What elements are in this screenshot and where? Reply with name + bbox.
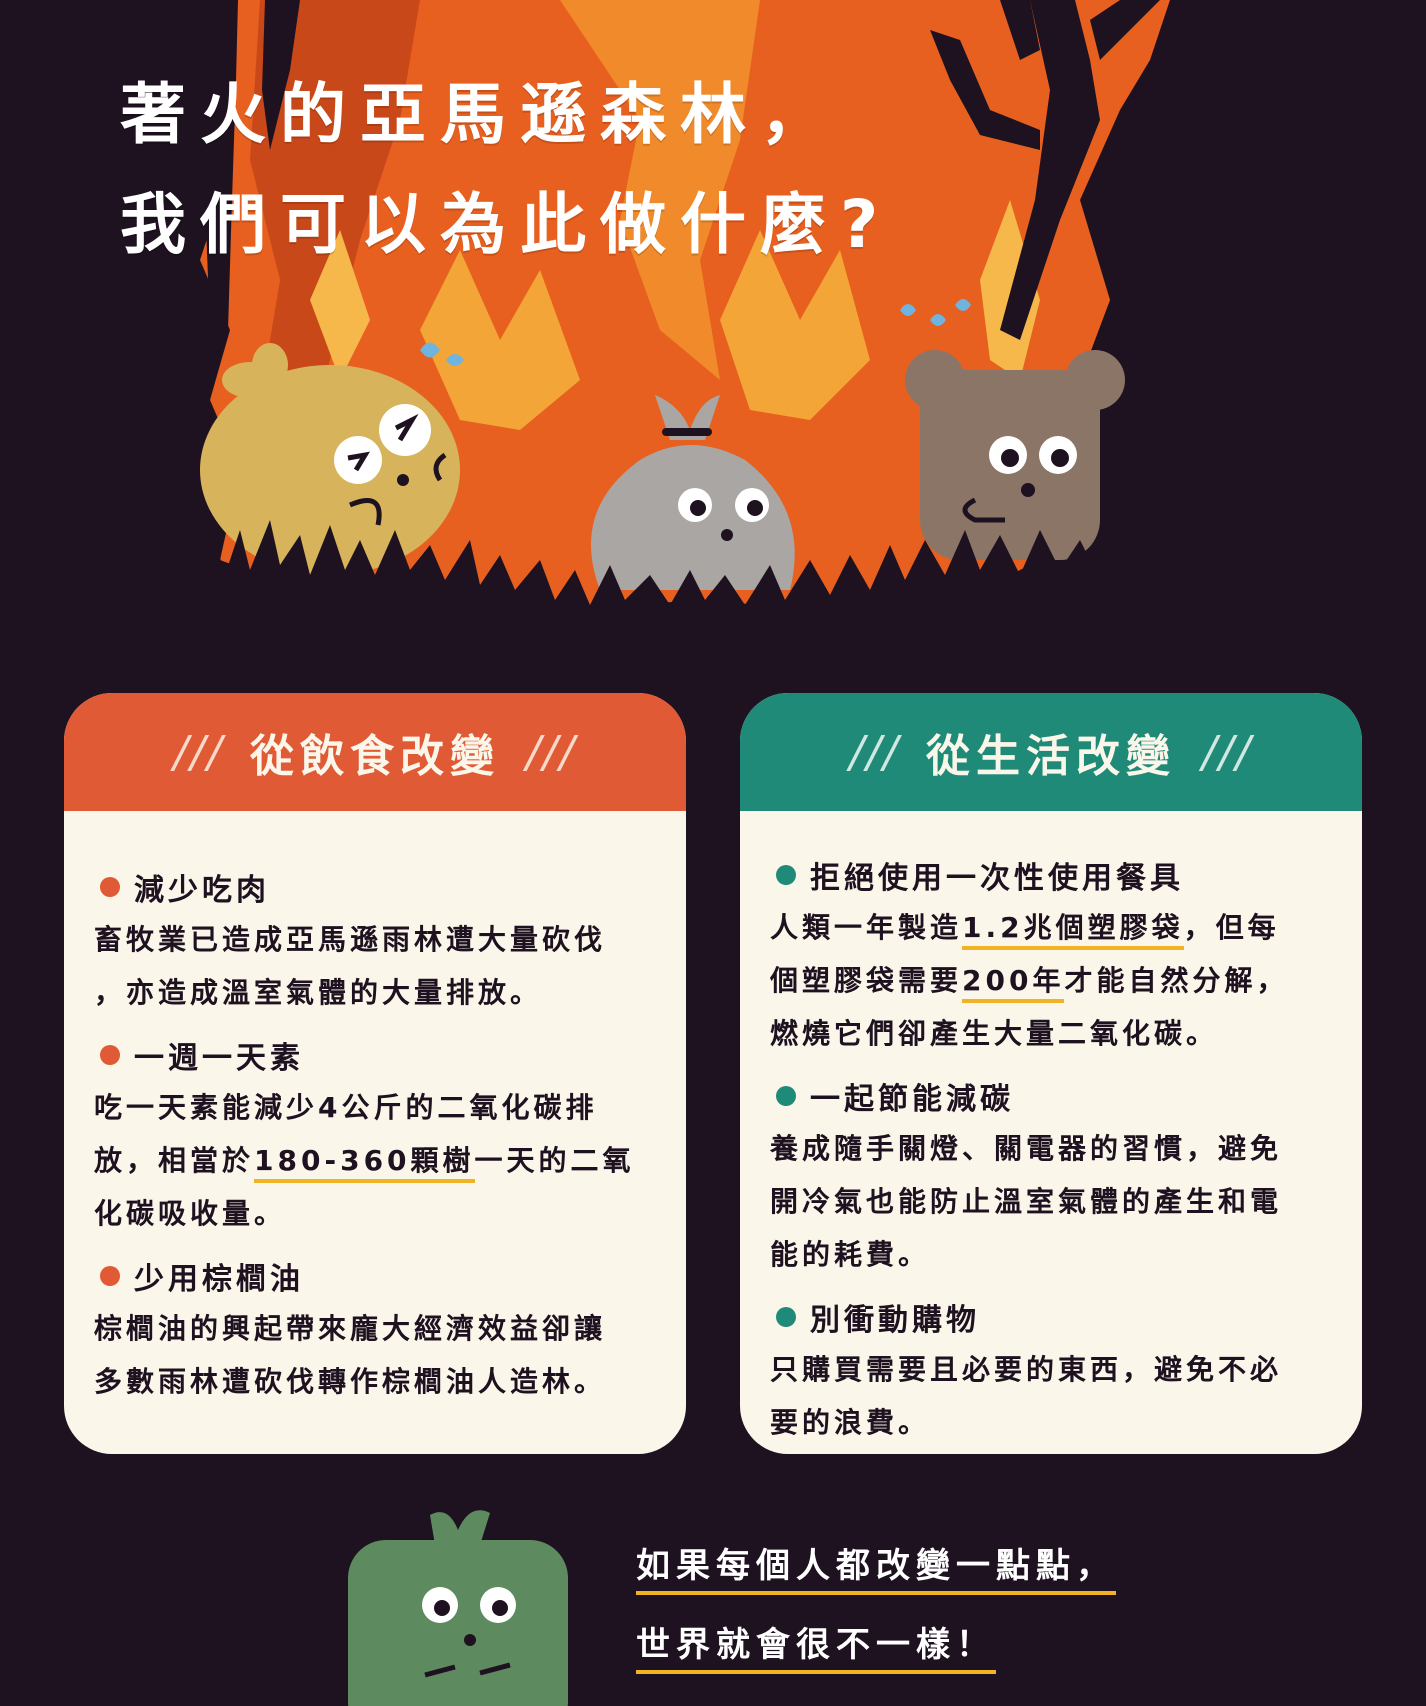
page-title: 著火的亞馬遜森林， 我們可以為此做什麼? xyxy=(120,60,892,280)
tip-line: 一天的二氧 xyxy=(474,1144,635,1177)
highlight-text: 200年 xyxy=(962,964,1065,1003)
tip-line: 養成隨手關燈、關電器的習慣，避免 xyxy=(770,1132,1283,1165)
slash-decoration: /// xyxy=(526,726,577,778)
life-card-heading: 從生活改變 xyxy=(926,731,1176,782)
green-creature xyxy=(348,1510,568,1706)
tip-line: 要的浪費。 xyxy=(770,1406,931,1439)
tip-title-text: 一週一天素 xyxy=(134,1041,304,1076)
highlight-text: 1.2兆個塑膠袋 xyxy=(962,911,1184,950)
burning-forest-illustration xyxy=(180,0,1170,690)
tip-title: 少用棕櫚油 xyxy=(94,1250,658,1302)
tip-text: 棕櫚油的興起帶來龐大經濟效益卻讓 多數雨林遭砍伐轉作棕櫚油人造林。 xyxy=(94,1302,658,1408)
tip-title: 別衝動購物 xyxy=(770,1291,1334,1343)
tip-title-text: 少用棕櫚油 xyxy=(134,1262,304,1297)
slash-decoration: /// xyxy=(173,726,224,778)
tip-text: 養成隨手關燈、關電器的習慣，避免 開冷氣也能防止溫室氣體的產生和電 能的耗費。 xyxy=(770,1122,1334,1281)
slash-decoration: /// xyxy=(849,726,900,778)
yellow-creature xyxy=(200,342,464,575)
highlight-text: 180-360顆樹 xyxy=(254,1144,475,1183)
tip-text: 只購買需要且必要的東西，避免不必 要的浪費。 xyxy=(770,1343,1334,1449)
bullet-icon xyxy=(776,1086,796,1106)
tip-line: 棕櫚油的興起帶來龐大經濟效益卻讓 xyxy=(94,1312,607,1345)
tip-title: 減少吃肉 xyxy=(94,861,658,913)
bullet-icon xyxy=(100,877,120,897)
tip-line: ，亦造成溫室氣體的大量排放。 xyxy=(94,976,543,1009)
title-line-1: 著火的亞馬遜森林， xyxy=(120,76,840,153)
life-card-header: /// 從生活改變 /// xyxy=(740,693,1362,811)
tip-title-text: 減少吃肉 xyxy=(134,873,270,908)
title-line-2: 我們可以為此做什麼? xyxy=(120,186,893,263)
bullet-icon xyxy=(100,1266,120,1286)
diet-card-body: 減少吃肉 畜牧業已造成亞馬遜雨林遭大量砍伐 ，亦造成溫室氣體的大量排放。 一週一… xyxy=(64,811,686,1408)
bullet-icon xyxy=(100,1045,120,1065)
tip-line: 放，相當於 xyxy=(94,1144,255,1177)
tip-line: 能的耗費。 xyxy=(770,1238,931,1271)
life-change-card: /// 從生活改變 /// 拒絕使用一次性使用餐具 人類一年製造1.2兆個塑膠袋… xyxy=(740,693,1362,1454)
bullet-icon xyxy=(776,1307,796,1327)
tip-line: 個塑膠袋需要 xyxy=(770,964,963,997)
tip-line: 才能自然分解， xyxy=(1064,964,1289,997)
brown-bear xyxy=(905,299,1125,560)
burnt-tree xyxy=(180,0,238,330)
bullet-icon xyxy=(776,865,796,885)
tip-line: 開冷氣也能防止溫室氣體的產生和電 xyxy=(770,1185,1283,1218)
tip-text: 畜牧業已造成亞馬遜雨林遭大量砍伐 ，亦造成溫室氣體的大量排放。 xyxy=(94,913,658,1019)
tip-text: 人類一年製造1.2兆個塑膠袋，但每 個塑膠袋需要200年才能自然分解， 燃燒它們… xyxy=(770,901,1334,1060)
tip-line: 畜牧業已造成亞馬遜雨林遭大量砍伐 xyxy=(94,923,607,956)
closing-line-2: 世界就會很不一樣！ xyxy=(636,1617,996,1674)
tip-line: 只購買需要且必要的東西，避免不必 xyxy=(770,1353,1283,1386)
diet-card-header: /// 從飲食改變 /// xyxy=(64,693,686,811)
tip-line: 人類一年製造 xyxy=(770,911,963,944)
diet-change-card: /// 從飲食改變 /// 減少吃肉 畜牧業已造成亞馬遜雨林遭大量砍伐 ，亦造成… xyxy=(64,693,686,1454)
tip-line: 多數雨林遭砍伐轉作棕櫚油人造林。 xyxy=(94,1365,607,1398)
tip-title: 拒絕使用一次性使用餐具 xyxy=(770,849,1334,901)
tip-line: 燃燒它們卻產生大量二氧化碳。 xyxy=(770,1017,1219,1050)
diet-card-heading: 從飲食改變 xyxy=(250,731,500,782)
slash-decoration: /// xyxy=(1202,726,1253,778)
tip-line: ，但每 xyxy=(1183,911,1280,944)
closing-line-1: 如果每個人都改變一點點， xyxy=(636,1538,1116,1595)
tip-title-text: 一起節能減碳 xyxy=(810,1082,1014,1117)
tip-title-text: 別衝動購物 xyxy=(810,1303,980,1338)
life-card-body: 拒絕使用一次性使用餐具 人類一年製造1.2兆個塑膠袋，但每 個塑膠袋需要200年… xyxy=(740,811,1362,1449)
tip-title: 一起節能減碳 xyxy=(770,1070,1334,1122)
tip-text: 吃一天素能減少4公斤的二氧化碳排 放，相當於180-360顆樹一天的二氧 化碳吸… xyxy=(94,1081,658,1240)
tip-line: 化碳吸收量。 xyxy=(94,1197,287,1230)
tip-title: 一週一天素 xyxy=(94,1029,658,1081)
garbage-bag-creature xyxy=(591,304,916,590)
grass-silhouette xyxy=(200,520,1130,690)
tip-title-text: 拒絕使用一次性使用餐具 xyxy=(810,861,1184,896)
closing-message: 如果每個人都改變一點點， 世界就會很不一樣！ xyxy=(636,1538,1116,1674)
tip-line: 吃一天素能減少4公斤的二氧化碳排 xyxy=(94,1091,598,1124)
